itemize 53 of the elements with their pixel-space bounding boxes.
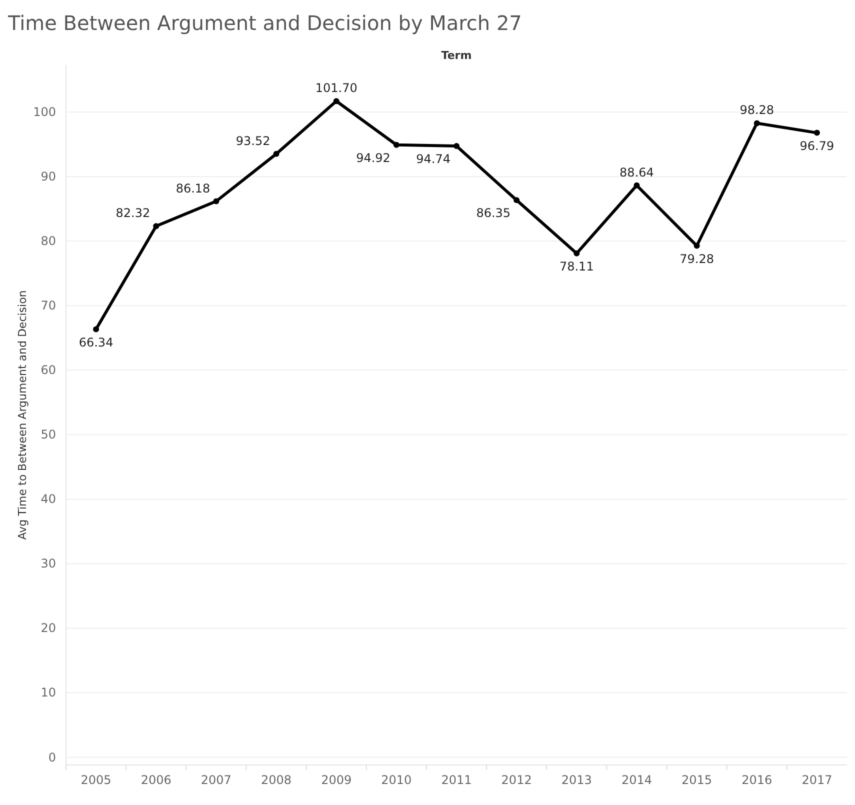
x-tick-label: 2012	[501, 773, 532, 787]
x-tick-label: 2014	[621, 773, 652, 787]
data-label: 94.74	[416, 152, 450, 166]
point	[694, 242, 700, 249]
y-tick-label: 60	[40, 363, 56, 378]
point	[93, 326, 100, 332]
x-axis-title: Term	[441, 49, 472, 62]
x-tick-label: 2015	[682, 773, 712, 787]
data-label: 98.28	[740, 103, 774, 118]
y-tick-label: 100	[33, 105, 56, 120]
data-label: 66.34	[78, 335, 114, 350]
y-tick-label: 90	[40, 170, 56, 184]
point	[814, 130, 820, 136]
data-label: 101.70	[315, 81, 358, 96]
x-tick-label: 2006	[140, 773, 172, 787]
y-tick-label: 80	[40, 234, 56, 248]
x-tick-label: 2011	[441, 773, 472, 787]
data-label: 93.52	[236, 134, 270, 148]
data-label: 96.79	[800, 138, 834, 153]
point	[754, 120, 760, 126]
x-tick-label: 2016	[742, 773, 772, 787]
point	[514, 197, 520, 204]
y-tick-label: 50	[40, 428, 56, 442]
data-label: 86.35	[476, 206, 511, 220]
y-tick-label: 10	[40, 686, 56, 700]
y-tick-label: 40	[40, 492, 56, 506]
data-label: 82.32	[116, 206, 150, 220]
data-label: 78.11	[559, 259, 594, 274]
x-tick-label: 2005	[80, 773, 112, 787]
x-tick-label: 2017	[802, 773, 832, 787]
x-tick-label: 2007	[200, 773, 232, 787]
point	[454, 143, 460, 150]
y-tick-label: 70	[40, 298, 56, 313]
data-label: 94.92	[356, 150, 390, 165]
y-tick-label: 20	[40, 621, 56, 636]
y-tick-label: 30	[40, 556, 56, 571]
point	[153, 223, 160, 230]
point	[574, 250, 580, 256]
y-axis-title: Avg Time to Between Argument and Decision	[16, 290, 29, 540]
x-tick-label: 2008	[260, 773, 292, 787]
data-label: 86.18	[176, 181, 210, 196]
x-tick-label: 2013	[561, 773, 592, 787]
point	[634, 182, 640, 188]
data-label: 88.64	[620, 165, 654, 180]
chart-title: Time Between Argument and Decision by March 27	[7, 11, 522, 35]
x-tick-label: 2010	[381, 773, 412, 787]
x-tick-label: 2009	[321, 773, 352, 787]
point	[333, 98, 340, 104]
point	[273, 150, 280, 157]
point	[213, 198, 220, 204]
data-label: 79.28	[680, 252, 714, 266]
y-tick-label: 0	[48, 750, 56, 764]
point	[393, 142, 400, 148]
